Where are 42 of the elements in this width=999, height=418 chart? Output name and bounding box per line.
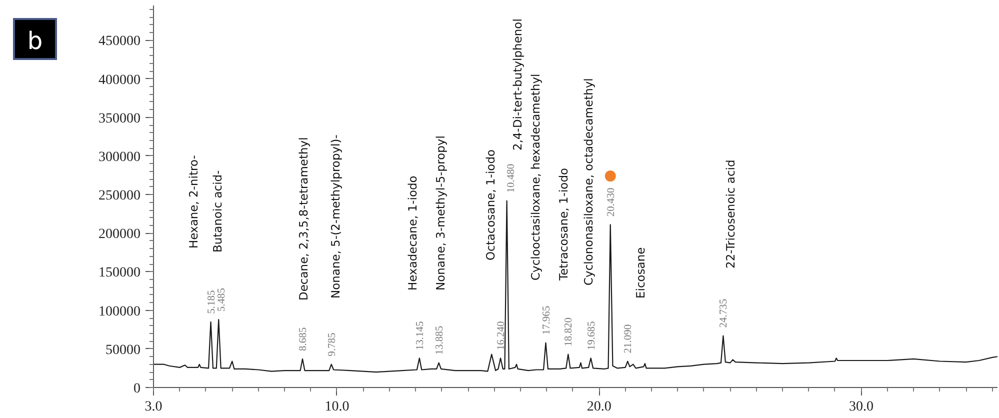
annotation: Eicosane: [634, 247, 648, 298]
y-tick-label: 350000: [98, 111, 140, 126]
annotation: Octacosane, 1-iodo: [484, 149, 498, 260]
annotation: 21.090: [623, 324, 634, 354]
annotation: 18.820: [564, 317, 575, 346]
annotation: Nonane, 3-methyl-5-propyl: [434, 136, 448, 290]
x-tick-label: 3.0: [144, 400, 162, 414]
y-tick-label: 200000: [98, 227, 140, 242]
x-tick-label: 10.0: [324, 400, 350, 414]
text: b: [13, 18, 57, 60]
annotation: 9.785: [326, 332, 338, 356]
annotation: 10.480: [506, 164, 518, 193]
annotation: 13.145: [414, 321, 426, 350]
annotation: 17.965: [541, 306, 552, 335]
y-tick-label: 0: [134, 382, 140, 396]
annotation: 5.185: [206, 290, 218, 314]
annotation: 24.735: [718, 298, 730, 328]
annotation: Hexadecane, 1-iodo: [406, 176, 420, 290]
annotation: 20.430: [606, 188, 617, 217]
annotation: 8.685: [298, 327, 310, 351]
annotation: 19.685: [586, 321, 598, 350]
annotation: 13.885: [434, 326, 446, 355]
annotation: Cyclooctasiloxane, hexadecamethyl: [528, 74, 542, 280]
y-tick-label: 250000: [98, 188, 140, 204]
y-tick-label: 100000: [98, 304, 140, 320]
y-tick-label: 400000: [98, 72, 140, 88]
annotation: 16.240: [496, 321, 508, 350]
annotation: Cyclononasiloxane, octadecamethyl: [582, 78, 596, 286]
y-tick-label: 50000: [106, 342, 140, 358]
annotation: Tetracosane, 1-iodo: [556, 168, 570, 282]
x-tick-label: 20.0: [586, 400, 612, 414]
annotation: Butanoic acid-: [210, 170, 224, 252]
x-tick-label: 30.0: [848, 400, 874, 414]
y-tick-label: 300000: [98, 150, 140, 165]
annotation: Decane, 2,3,5,8-tetramethyl: [296, 137, 310, 300]
annotation: 5.485: [216, 288, 228, 312]
y-tick-label: 450000: [98, 34, 140, 50]
annotation: Hexane, 2-nitro-: [186, 155, 200, 248]
annotation: 2,4-Di-tert-butylphenol: [510, 18, 524, 150]
annotation: Nonane, 5-(2-methylpropyl)-: [328, 134, 342, 298]
y-tick-label: 150000: [98, 266, 140, 281]
annotation: 22-Tricosenoic acid: [724, 160, 738, 268]
